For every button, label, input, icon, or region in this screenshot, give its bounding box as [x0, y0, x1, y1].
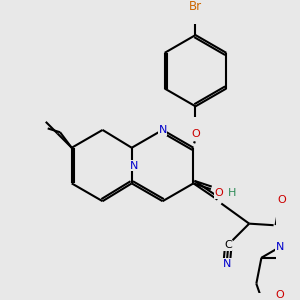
Text: O: O — [214, 188, 223, 198]
Text: O: O — [277, 195, 286, 206]
Text: O: O — [191, 129, 200, 139]
Text: N: N — [276, 242, 284, 252]
Text: Br: Br — [189, 0, 202, 13]
Text: H: H — [228, 188, 236, 198]
Text: C: C — [224, 240, 232, 250]
Text: N: N — [223, 259, 231, 269]
Text: O: O — [276, 290, 285, 299]
Text: N: N — [130, 160, 138, 171]
Text: N: N — [158, 125, 167, 135]
